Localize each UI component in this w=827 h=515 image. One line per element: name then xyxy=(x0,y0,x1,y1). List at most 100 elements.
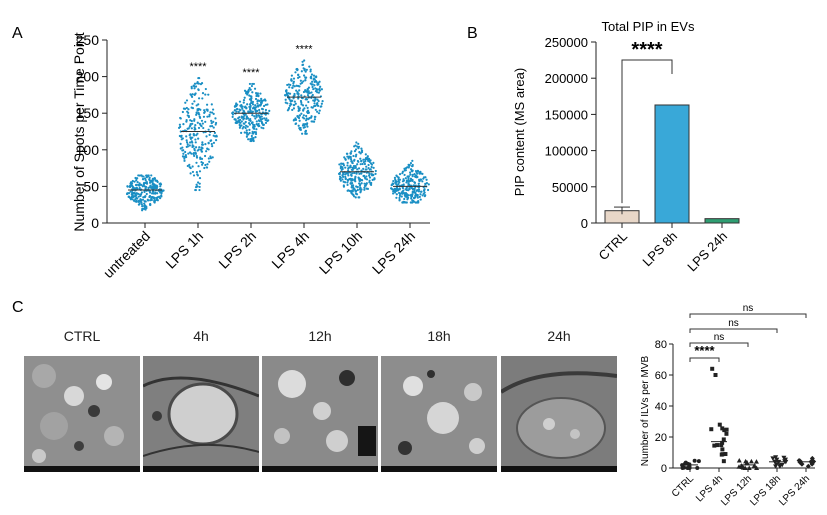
chart-a-point xyxy=(153,199,156,203)
chart-a-point xyxy=(374,172,377,176)
chart-a-point xyxy=(145,192,148,196)
chart-a-point xyxy=(313,102,316,105)
chart-a-point xyxy=(365,187,368,190)
chart-a-point xyxy=(198,176,202,180)
chart-a-point xyxy=(306,87,309,91)
chart-a-point xyxy=(185,135,188,138)
chart-a-point xyxy=(195,156,199,159)
chart-a-point xyxy=(349,156,352,159)
chart-a-point xyxy=(349,182,352,185)
chart-a-point xyxy=(147,174,150,177)
chart-a-point xyxy=(151,181,154,185)
chart-a-point xyxy=(360,169,363,172)
chart-a-point xyxy=(127,192,131,195)
chart-c-ylabel: Number of ILVs per MVB xyxy=(640,355,651,466)
chart-a-point xyxy=(181,146,184,149)
chart-a-ytick-label: 100 xyxy=(76,142,100,158)
chart-a-point xyxy=(160,195,163,198)
chart-a-point xyxy=(359,183,362,186)
chart-a-point xyxy=(293,94,296,97)
chart-a-point xyxy=(372,161,375,164)
chart-a-point xyxy=(197,82,201,85)
chart-a-point xyxy=(137,183,140,187)
chart-a-point xyxy=(248,128,251,131)
chart-a-point xyxy=(131,179,134,183)
chart-a-xtick-label: untreated xyxy=(100,228,153,281)
chart-a-point xyxy=(243,96,246,99)
chart-c-point xyxy=(720,447,725,452)
chart-a-point xyxy=(419,198,422,201)
chart-c-comparison-bracket xyxy=(689,357,720,362)
chart-a-point xyxy=(356,186,359,189)
chart-a-xtick-label: LPS 10h xyxy=(316,228,365,277)
chart-c-point xyxy=(721,459,726,464)
micrograph-label-4h: 4h xyxy=(193,328,209,344)
chart-a-point xyxy=(181,110,184,114)
chart-a-point xyxy=(193,148,196,152)
chart-a-point xyxy=(241,105,244,108)
chart-a-point xyxy=(238,100,242,103)
chart-a-point xyxy=(212,120,215,123)
chart-a-point xyxy=(397,176,400,179)
chart-a-point xyxy=(248,86,251,90)
chart-a-point xyxy=(313,80,316,83)
chart-a-point xyxy=(396,189,400,192)
chart-a-point xyxy=(148,191,152,194)
chart-a-point xyxy=(410,197,413,200)
chart-a-point xyxy=(398,194,402,197)
chart-a-point xyxy=(299,82,302,85)
chart-a-point xyxy=(414,169,418,173)
chart-a-point xyxy=(354,164,357,168)
chart-c-point xyxy=(773,455,779,460)
chart-a-point xyxy=(185,155,188,159)
chart-a-point xyxy=(421,172,424,175)
chart-a-point xyxy=(259,118,263,121)
chart-a-point xyxy=(246,91,250,94)
chart-a-point xyxy=(409,162,413,165)
chart-a-point xyxy=(424,182,427,186)
chart-a-point xyxy=(409,171,412,174)
chart-a-point xyxy=(210,103,213,106)
chart-a-point xyxy=(351,189,354,192)
chart-a-point xyxy=(242,101,245,104)
chart-a-point xyxy=(356,168,359,171)
chart-a-point xyxy=(292,107,296,110)
chart-a-point xyxy=(179,125,182,128)
chart-a-point xyxy=(252,106,256,109)
chart-c-point xyxy=(736,458,742,463)
chart-a-point xyxy=(393,176,397,179)
chart-a-point xyxy=(250,99,253,102)
chart-a-point xyxy=(132,199,136,202)
chart-a-point xyxy=(338,171,341,175)
chart-a-point xyxy=(291,108,294,112)
chart-a-point xyxy=(194,138,197,141)
chart-a-point xyxy=(405,194,408,198)
chart-a-point xyxy=(320,102,323,105)
chart-a-point xyxy=(303,117,306,120)
chart-a-point xyxy=(360,178,363,182)
chart-a-point xyxy=(363,182,366,185)
chart-a-point xyxy=(398,178,402,181)
chart-c-point xyxy=(736,464,742,469)
chart-a-point xyxy=(198,188,201,192)
chart-a-point xyxy=(305,104,308,107)
chart-a-point xyxy=(404,193,407,196)
chart-a-point xyxy=(207,93,210,96)
chart-a-point xyxy=(249,139,252,143)
chart-c-comparison-bracket xyxy=(689,328,778,333)
chart-a-point xyxy=(314,104,317,107)
chart-b-title: Total PIP in EVs xyxy=(602,19,695,34)
chart-a-point xyxy=(241,107,244,110)
chart-a-point xyxy=(203,166,206,170)
chart-a-point xyxy=(419,193,422,196)
chart-a-point xyxy=(191,145,194,149)
chart-a-point xyxy=(131,198,134,201)
chart-a-point xyxy=(212,141,216,144)
chart-a-point xyxy=(369,168,372,171)
chart-a-point xyxy=(209,125,212,128)
chart-c-comparison-bracket xyxy=(689,342,749,347)
chart-a-swarm-untreated xyxy=(125,174,165,212)
chart-a-point xyxy=(297,105,300,108)
chart-a-point xyxy=(360,160,363,163)
